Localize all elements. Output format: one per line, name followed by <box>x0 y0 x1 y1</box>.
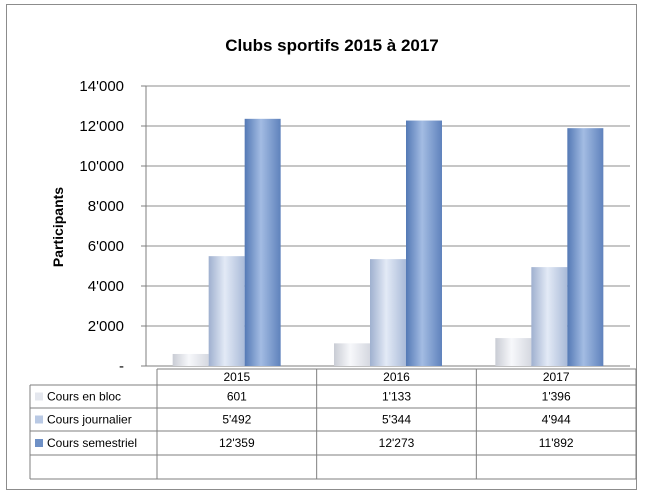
y-tick-label: 2'000 <box>88 318 124 335</box>
series-name: Cours en bloc <box>47 390 121 404</box>
bar-2017-s1 <box>531 267 568 366</box>
legend-key-s0 <box>35 392 43 401</box>
table-header-2017: 2017 <box>543 370 570 384</box>
bars <box>172 118 604 366</box>
y-tick-label: 8'000 <box>88 198 124 215</box>
y-axis-ticks: - 2'000 4'000 6'000 8'000 10'000 12'000 14'000 <box>79 78 146 375</box>
legend-key-s1 <box>35 415 43 424</box>
table-header-2015: 2015 <box>223 370 250 384</box>
bar-2016-s0 <box>334 343 370 366</box>
chart-title: Clubs sportifs 2015 à 2017 <box>225 36 439 55</box>
table-cell: 1'133 <box>382 390 411 404</box>
y-tick-label: - <box>119 358 124 375</box>
bar-2015-s2 <box>244 118 281 366</box>
series-name: Cours semestriel <box>47 436 137 450</box>
y-axis-label: Participants <box>50 187 66 267</box>
bar-2015-s1 <box>208 256 245 366</box>
y-tick-label: 6'000 <box>88 238 124 255</box>
bar-2017-s2 <box>567 128 604 366</box>
bar-2015-s0 <box>172 353 209 366</box>
chart-frame <box>6 4 637 490</box>
data-table: 2015 2016 2017 Cours en bloc 601 1'133 1'396 Co… <box>29 368 637 480</box>
table-cell: 5'492 <box>222 413 251 427</box>
table-cell: 5'344 <box>382 413 411 427</box>
table-cell: 12'273 <box>379 436 415 450</box>
legend-key-s2 <box>35 439 43 447</box>
bar-2017-s0 <box>495 338 532 366</box>
y-tick-label: 4'000 <box>88 278 124 295</box>
bar-2016-s1 <box>370 259 406 366</box>
series-name: Cours journalier <box>47 413 132 427</box>
table-cell: 11'892 <box>539 436 574 450</box>
table-cell: 1'396 <box>542 390 571 404</box>
table-cell: 12'359 <box>219 436 255 450</box>
y-tick-label: 12'000 <box>79 118 124 135</box>
table-cell: 4'944 <box>542 413 571 427</box>
y-tick-label: 10'000 <box>79 158 124 175</box>
y-tick-label: 14'000 <box>79 78 124 95</box>
table-cell: 601 <box>227 390 247 404</box>
table-header-2016: 2016 <box>383 370 410 384</box>
bar-2016-s2 <box>406 120 442 366</box>
